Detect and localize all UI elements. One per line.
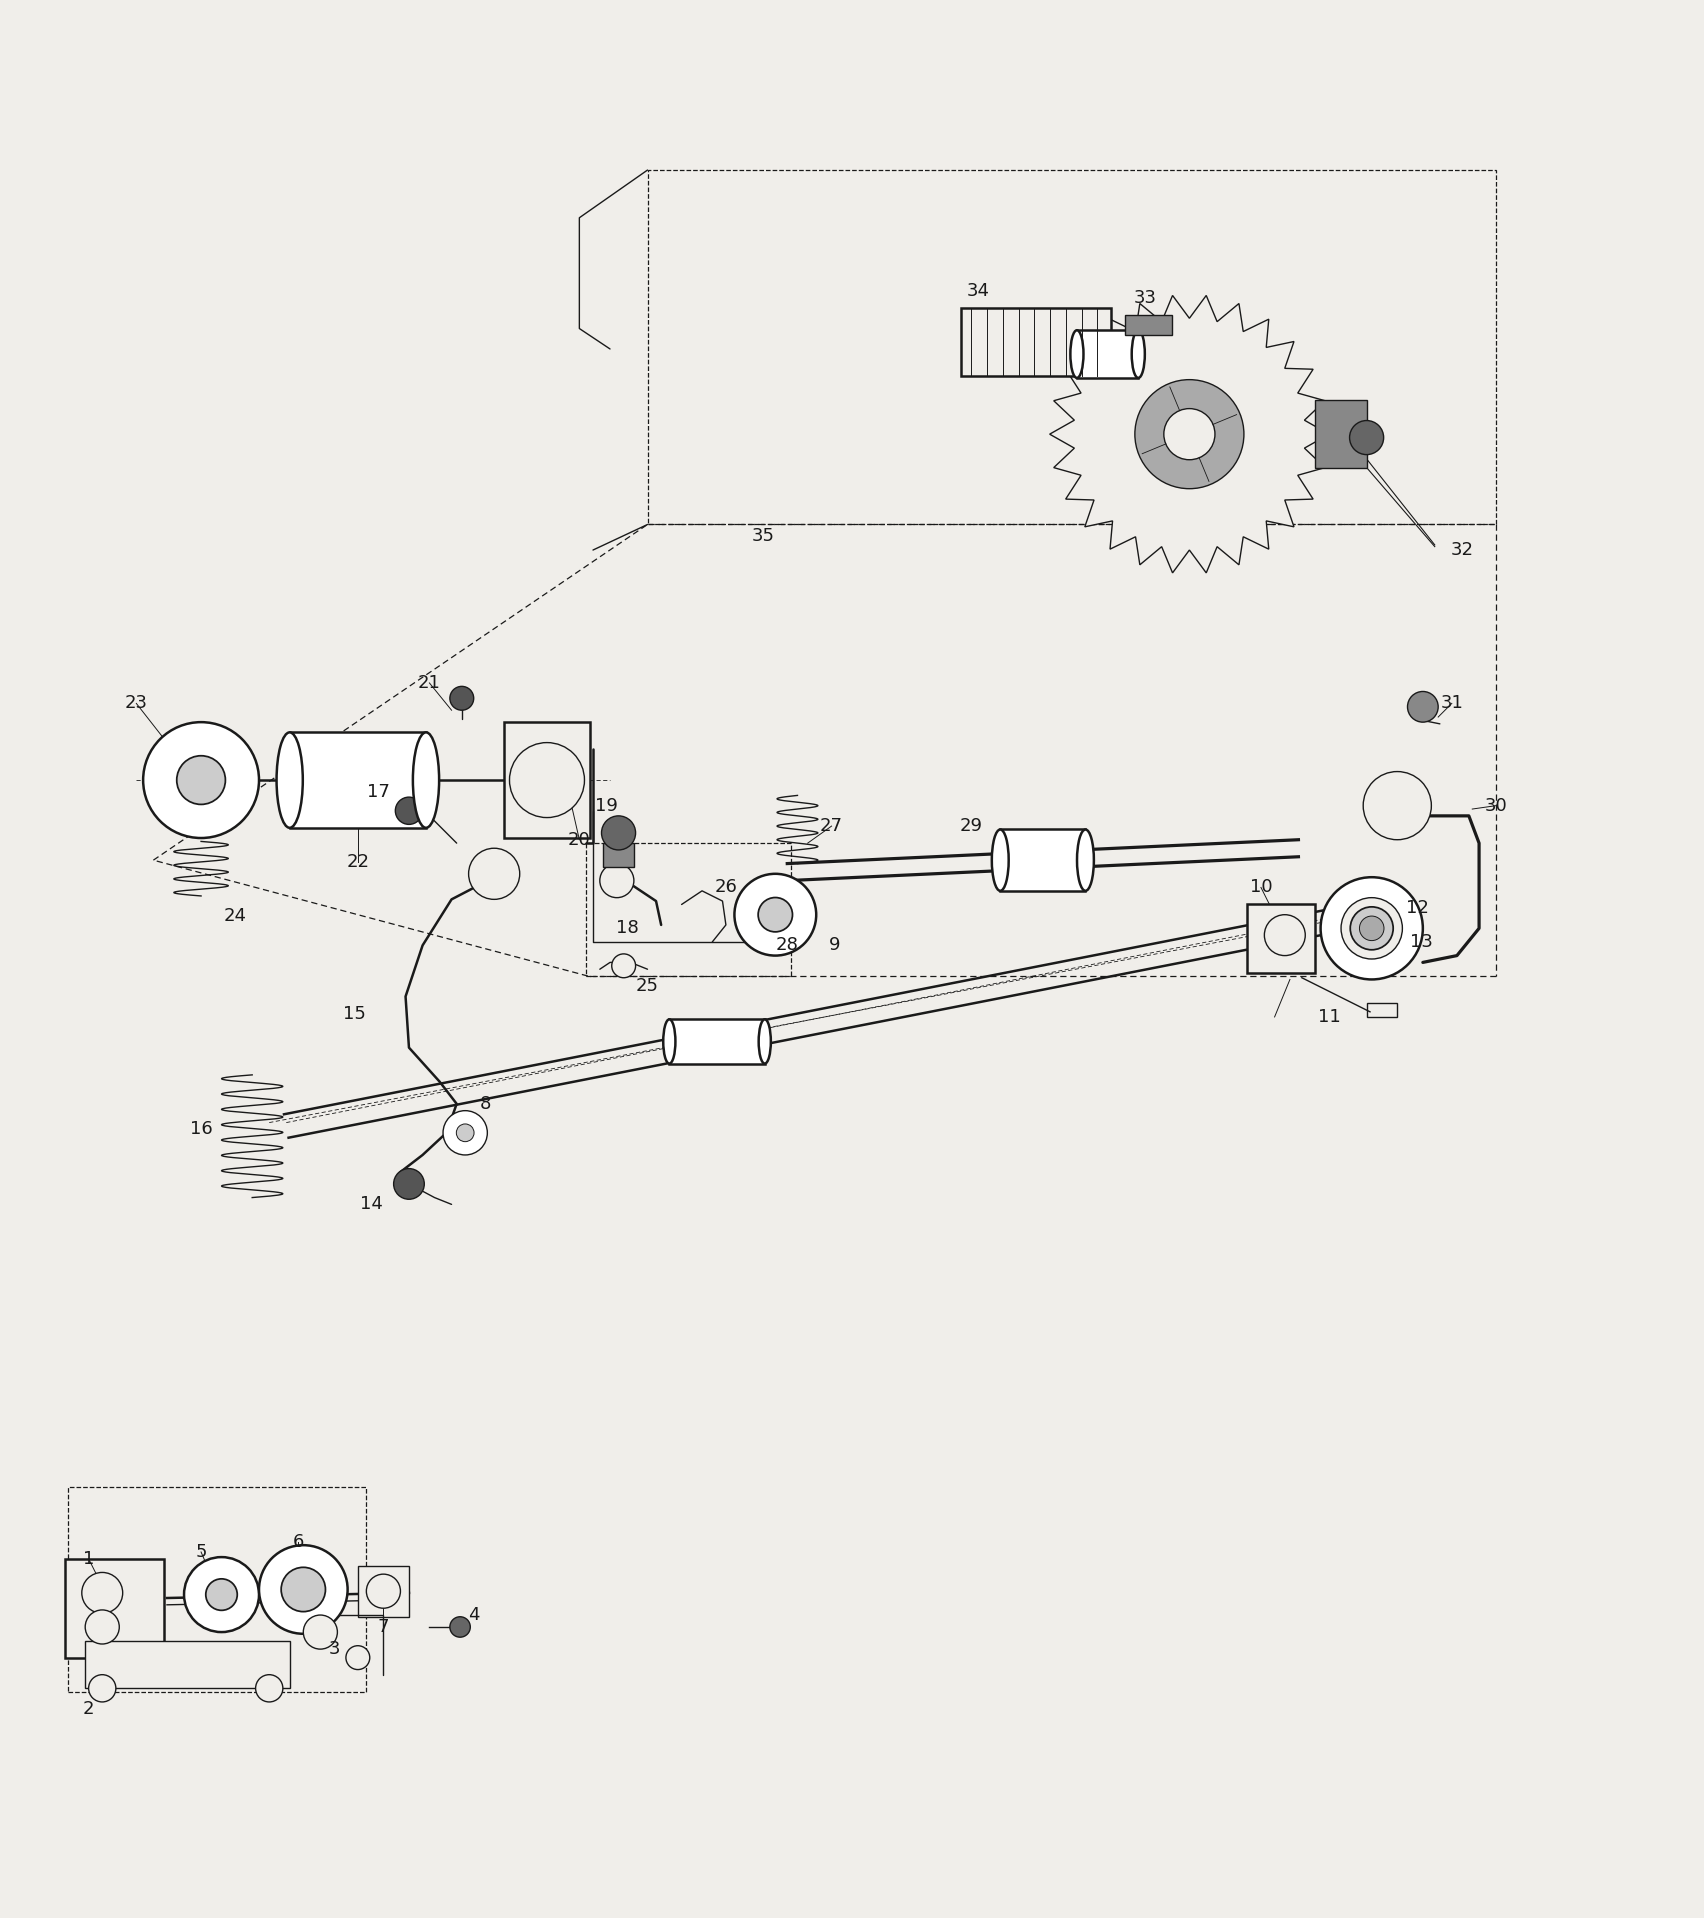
Text: 31: 31	[1440, 694, 1464, 712]
Circle shape	[143, 723, 259, 838]
Circle shape	[1350, 420, 1384, 455]
Circle shape	[1341, 898, 1402, 959]
Circle shape	[82, 1573, 123, 1613]
Circle shape	[177, 756, 225, 804]
Text: 17: 17	[366, 783, 390, 802]
Bar	[648, 171, 1496, 524]
Bar	[504, 723, 590, 838]
Circle shape	[256, 1674, 283, 1701]
Ellipse shape	[758, 1018, 770, 1064]
Circle shape	[443, 1111, 487, 1155]
Bar	[65, 1559, 164, 1657]
Circle shape	[1321, 877, 1423, 980]
Text: 32: 32	[1450, 541, 1474, 558]
Bar	[603, 844, 634, 867]
Circle shape	[303, 1615, 337, 1649]
Circle shape	[1164, 409, 1215, 460]
Circle shape	[450, 687, 474, 710]
Ellipse shape	[1077, 829, 1094, 890]
Text: 33: 33	[1133, 290, 1157, 307]
Bar	[290, 733, 426, 829]
Text: 3: 3	[329, 1640, 339, 1659]
Bar	[1315, 401, 1367, 468]
Circle shape	[509, 742, 584, 817]
Text: 23: 23	[124, 694, 148, 712]
Circle shape	[1363, 771, 1431, 840]
Circle shape	[85, 1609, 119, 1644]
Text: 22: 22	[346, 854, 370, 871]
Bar	[961, 309, 1111, 376]
Text: 6: 6	[293, 1532, 303, 1552]
Text: 21: 21	[417, 673, 441, 692]
Text: 8: 8	[481, 1095, 491, 1112]
Circle shape	[281, 1567, 325, 1611]
Text: 12: 12	[1406, 900, 1430, 917]
Circle shape	[259, 1546, 348, 1634]
Text: 4: 4	[469, 1605, 479, 1625]
Text: 9: 9	[830, 936, 840, 955]
Text: 27: 27	[820, 817, 843, 834]
Bar	[358, 1565, 409, 1617]
Bar	[1000, 829, 1085, 890]
Circle shape	[612, 953, 636, 978]
Circle shape	[600, 863, 634, 898]
Text: 16: 16	[189, 1120, 213, 1139]
Circle shape	[346, 1646, 370, 1669]
Text: 30: 30	[1484, 796, 1508, 815]
Text: 11: 11	[1317, 1009, 1341, 1026]
Bar	[1125, 315, 1172, 336]
Text: 28: 28	[775, 936, 799, 955]
Bar	[586, 844, 791, 976]
Polygon shape	[1050, 295, 1329, 573]
Text: 26: 26	[714, 878, 738, 896]
Text: 5: 5	[196, 1542, 206, 1561]
Text: 24: 24	[223, 907, 247, 924]
Circle shape	[602, 815, 636, 850]
Circle shape	[1264, 915, 1305, 955]
Bar	[1367, 1003, 1397, 1017]
Bar	[670, 1018, 765, 1064]
Circle shape	[366, 1575, 400, 1607]
Circle shape	[395, 798, 423, 825]
Ellipse shape	[663, 1018, 675, 1064]
Circle shape	[469, 848, 520, 900]
Circle shape	[457, 1124, 474, 1141]
Bar	[85, 1640, 290, 1688]
Circle shape	[1350, 907, 1394, 949]
Ellipse shape	[1131, 330, 1145, 378]
Bar	[1247, 905, 1315, 972]
Circle shape	[206, 1579, 237, 1611]
Text: 14: 14	[360, 1195, 383, 1214]
Circle shape	[1408, 692, 1438, 723]
Circle shape	[450, 1617, 470, 1638]
Text: 15: 15	[343, 1005, 366, 1022]
Circle shape	[394, 1168, 424, 1199]
Circle shape	[1135, 380, 1244, 489]
Ellipse shape	[992, 829, 1009, 890]
Bar	[1077, 330, 1138, 378]
Text: 20: 20	[567, 830, 591, 850]
Text: 1: 1	[83, 1550, 94, 1567]
Ellipse shape	[412, 733, 440, 829]
Ellipse shape	[1070, 330, 1084, 378]
Text: 18: 18	[615, 919, 639, 938]
Bar	[68, 1486, 366, 1692]
Circle shape	[1360, 917, 1384, 940]
Circle shape	[734, 875, 816, 955]
Ellipse shape	[276, 733, 303, 829]
Circle shape	[184, 1557, 259, 1632]
Text: 2: 2	[83, 1699, 94, 1719]
Text: 29: 29	[959, 817, 983, 834]
Text: 25: 25	[636, 978, 659, 995]
Text: 19: 19	[595, 796, 619, 815]
Circle shape	[758, 898, 792, 932]
Text: 13: 13	[1409, 932, 1433, 951]
Text: 10: 10	[1249, 878, 1273, 896]
Circle shape	[89, 1674, 116, 1701]
Text: 7: 7	[378, 1619, 389, 1636]
Text: 34: 34	[966, 282, 990, 299]
Text: 35: 35	[751, 527, 775, 545]
